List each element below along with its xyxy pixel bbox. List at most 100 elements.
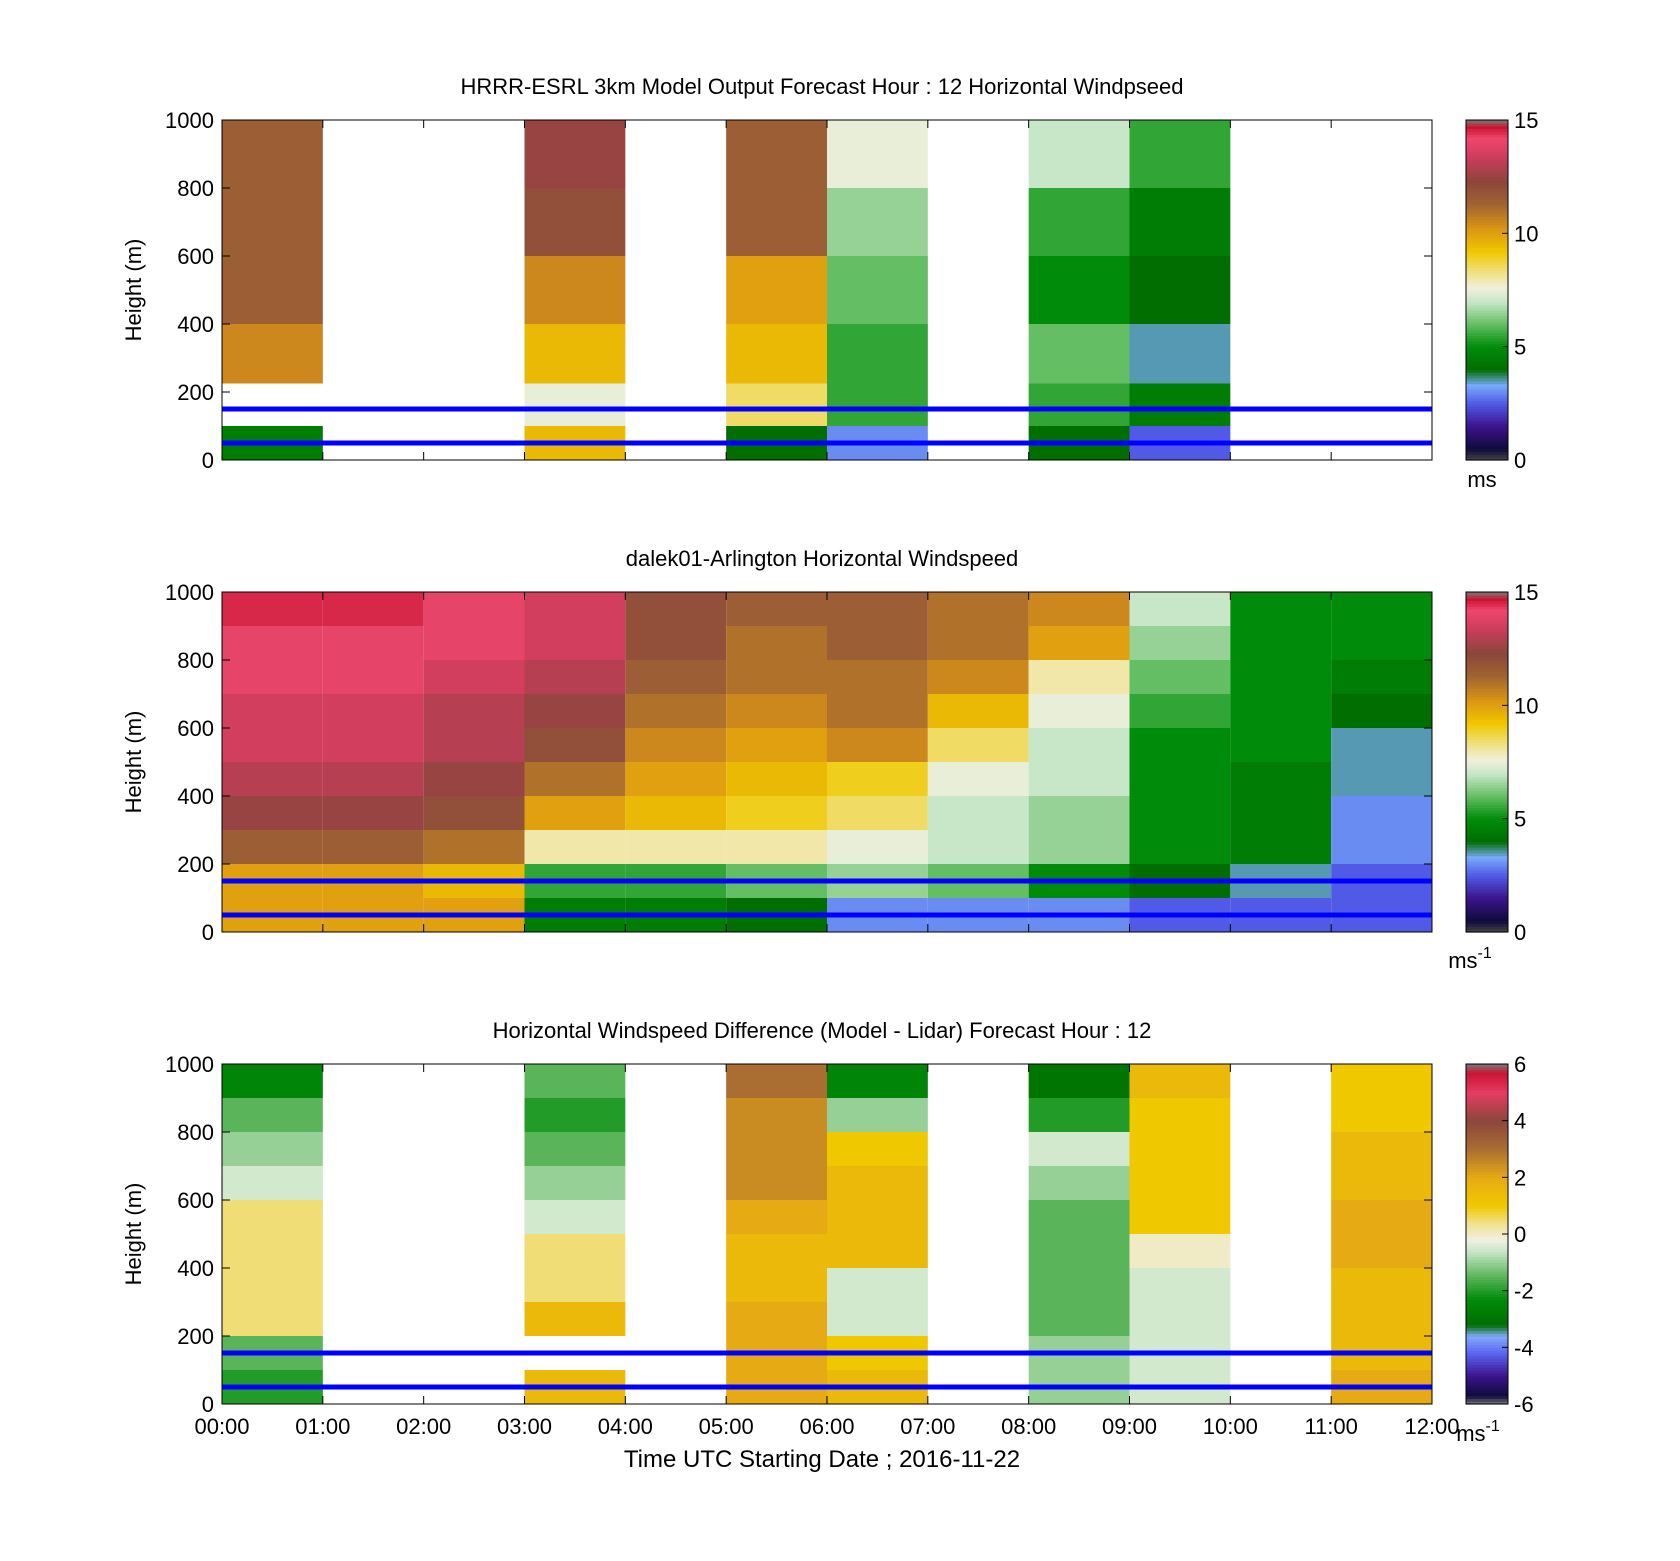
- colorbar-segment: [1466, 739, 1508, 743]
- colorbar-segment: [1466, 256, 1508, 260]
- colorbar-segment: [1466, 386, 1508, 390]
- heatmap-cell: [423, 762, 525, 796]
- heatmap-cell: [927, 694, 1029, 728]
- colorbar-segment: [1466, 722, 1508, 726]
- heatmap-cell: [524, 120, 626, 188]
- colorbar-segment: [1466, 719, 1508, 723]
- colorbar-segment: [1466, 343, 1508, 348]
- heatmap-cell: [222, 256, 323, 324]
- colorbar-segment: [1466, 1347, 1508, 1351]
- colorbar-segment: [1466, 1183, 1508, 1187]
- colorbar-segment: [1466, 1140, 1508, 1144]
- colorbar-segment: [1466, 1370, 1508, 1374]
- heatmap-cell: [1230, 830, 1332, 864]
- colorbar-segment: [1466, 434, 1508, 438]
- colorbar-segment: [1466, 1219, 1508, 1224]
- heatmap-cell: [423, 660, 525, 694]
- colorbar-segment: [1466, 137, 1508, 141]
- colorbar-segment: [1466, 694, 1508, 698]
- colorbar-segment: [1466, 696, 1508, 701]
- heatmap-cell: [726, 383, 827, 426]
- colorbar-segment: [1466, 230, 1508, 234]
- heatmap-cell: [322, 626, 424, 660]
- colorbar-segment: [1466, 1321, 1508, 1326]
- colorbar-segment: [1466, 1197, 1508, 1201]
- colorbar-unit: ms-1: [1456, 1418, 1500, 1446]
- heatmap-cell: [1028, 592, 1130, 626]
- colorbar-segment: [1466, 241, 1508, 246]
- colorbar-segment: [1466, 1285, 1508, 1289]
- heatmap-cell: [726, 728, 827, 762]
- heatmap-cell: [222, 626, 323, 660]
- heatmap-cell: [827, 694, 928, 728]
- heatmap-cell: [524, 1132, 626, 1166]
- heatmap-cell: [524, 660, 626, 694]
- colorbar-tick-label: -2: [1514, 1279, 1534, 1304]
- colorbar-segment: [1466, 125, 1508, 130]
- colorbar-segment: [1466, 171, 1508, 175]
- heatmap-cell: [1230, 626, 1332, 660]
- colorbar-segment: [1466, 849, 1508, 854]
- colorbar-segment: [1466, 594, 1508, 599]
- colorbar-segment: [1466, 866, 1508, 871]
- colorbar-segment: [1466, 762, 1508, 766]
- heatmap-cell: [322, 694, 424, 728]
- colorbar-segment: [1466, 349, 1508, 353]
- heatmap-cell: [927, 830, 1029, 864]
- colorbar-segment: [1466, 1338, 1508, 1343]
- colorbar-tick-label: 10: [1514, 221, 1538, 246]
- heatmap-cell: [1028, 1302, 1130, 1336]
- colorbar-segment: [1466, 131, 1508, 135]
- panel-title: dalek01-Arlington Horizontal Windspeed: [626, 546, 1019, 571]
- colorbar-segment: [1466, 1259, 1508, 1263]
- colorbar-segment: [1466, 1239, 1508, 1244]
- heatmap-cell: [625, 660, 727, 694]
- colorbar-segment: [1466, 1149, 1508, 1153]
- y-tick-label: 200: [177, 852, 214, 877]
- colorbar-segment: [1466, 832, 1508, 837]
- colorbar-segment: [1466, 764, 1508, 769]
- colorbar-segment: [1466, 776, 1508, 780]
- colorbar-segment: [1466, 1214, 1508, 1218]
- x-tick-label: 04:00: [598, 1414, 653, 1439]
- heatmap-cell: [524, 383, 626, 426]
- colorbar-segment: [1466, 318, 1508, 322]
- colorbar-segment: [1466, 423, 1508, 427]
- x-tick-label: 12:00: [1404, 1414, 1459, 1439]
- colorbar-segment: [1466, 708, 1508, 712]
- colorbar-segment: [1466, 1387, 1508, 1391]
- colorbar-segment: [1466, 1364, 1508, 1368]
- colorbar-segment: [1466, 1253, 1508, 1258]
- colorbar-segment: [1466, 199, 1508, 203]
- colorbar-segment: [1466, 1265, 1508, 1269]
- colorbar-segment: [1466, 358, 1508, 362]
- colorbar-segment: [1466, 844, 1508, 848]
- colorbar-segment: [1466, 864, 1508, 868]
- x-tick-label: 00:00: [194, 1414, 249, 1439]
- x-tick-label: 06:00: [799, 1414, 854, 1439]
- colorbar-segment: [1466, 1222, 1508, 1227]
- colorbar-tick-label: 2: [1514, 1165, 1526, 1190]
- colorbar-segment: [1466, 821, 1508, 825]
- heatmap-cell: [927, 626, 1029, 660]
- colorbar-segment: [1466, 151, 1508, 155]
- heatmap-cell: [222, 728, 323, 762]
- y-tick-label: 200: [177, 380, 214, 405]
- y-axis-label: Height (m): [121, 239, 146, 342]
- y-tick-label: 0: [202, 1392, 214, 1417]
- colorbar-segment: [1466, 236, 1508, 240]
- colorbar-segment: [1466, 628, 1508, 633]
- heatmap-cell: [322, 762, 424, 796]
- x-tick-label: 08:00: [1001, 1414, 1056, 1439]
- heatmap-cell: [1129, 324, 1231, 384]
- colorbar-segment: [1466, 193, 1508, 198]
- y-tick-label: 1000: [165, 108, 214, 133]
- colorbar-segment: [1466, 1256, 1508, 1261]
- x-tick-label: 11:00: [1304, 1414, 1357, 1439]
- heatmap-cell: [322, 728, 424, 762]
- colorbar-segment: [1466, 779, 1508, 783]
- colorbar-segment: [1466, 603, 1508, 607]
- heatmap-cell: [222, 1234, 323, 1268]
- colorbar-segment: [1466, 414, 1508, 419]
- colorbar-segment: [1466, 292, 1508, 297]
